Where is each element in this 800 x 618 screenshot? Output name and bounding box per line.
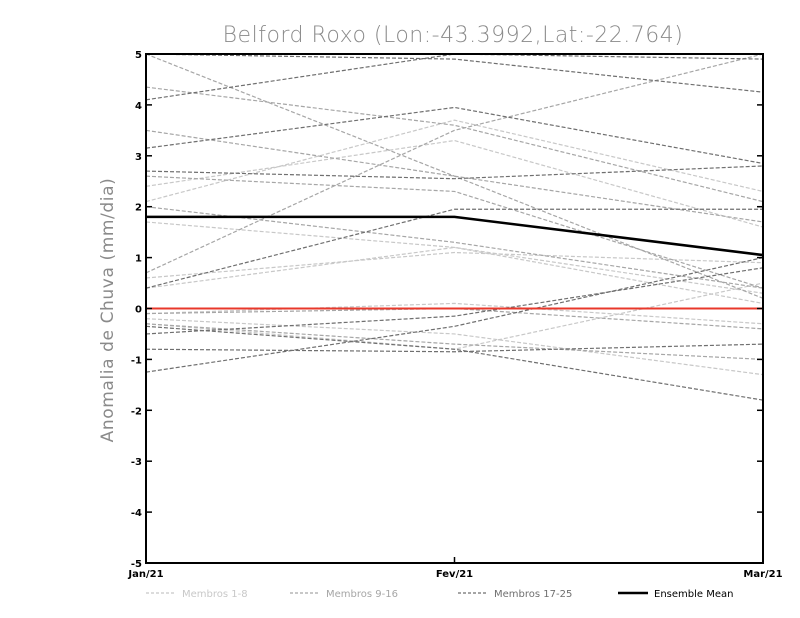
y-tick-label: 5 bbox=[135, 50, 142, 61]
member-line-22 bbox=[146, 343, 763, 353]
legend-label-3: Membros 17-25 bbox=[494, 589, 572, 600]
member-line-2 bbox=[146, 221, 763, 294]
y-tick-label: -4 bbox=[131, 508, 142, 519]
member-line-13 bbox=[146, 323, 763, 360]
member-line-16 bbox=[146, 175, 763, 289]
member-line-24 bbox=[146, 325, 763, 401]
member-line-10 bbox=[146, 86, 763, 203]
member-line-6 bbox=[146, 246, 763, 305]
member-line-5 bbox=[146, 318, 763, 376]
member-line-12 bbox=[146, 206, 763, 289]
y-tick-label: -2 bbox=[131, 406, 142, 417]
x-tick-label: Mar/21 bbox=[743, 569, 782, 580]
legend: Membros 1-8 Membros 9-16 Membros 17-25 Ense… bbox=[146, 589, 733, 600]
member-line-4 bbox=[146, 302, 763, 325]
series-layer bbox=[146, 54, 763, 401]
member-line-11 bbox=[146, 129, 763, 223]
y-tick-label: 0 bbox=[135, 305, 142, 316]
member-line-18 bbox=[146, 106, 763, 165]
legend-label-2: Membros 9-16 bbox=[326, 589, 398, 600]
y-tick-label: -5 bbox=[131, 559, 142, 570]
member-line-21 bbox=[146, 257, 763, 373]
y-tick-label: 1 bbox=[135, 254, 142, 265]
y-tick-label: -1 bbox=[131, 355, 142, 366]
y-tick-label: 2 bbox=[135, 203, 142, 214]
member-line-20 bbox=[146, 208, 763, 289]
member-line-8 bbox=[146, 139, 763, 228]
y-axis-label: Anomalia de Chuva (mm/dia) bbox=[98, 178, 118, 443]
chart-title: Belford Roxo (Lon:-43.3992,Lat:-22.764) bbox=[223, 23, 684, 48]
member-line-3 bbox=[146, 251, 763, 279]
member-line-9 bbox=[146, 54, 763, 274]
y-tick-label: 3 bbox=[135, 152, 142, 163]
legend-label-4: Ensemble Mean bbox=[654, 589, 733, 600]
y-tick-label: 4 bbox=[135, 101, 142, 112]
member-line-1 bbox=[146, 119, 763, 203]
y-tick-label: -3 bbox=[131, 457, 142, 468]
member-line-23 bbox=[146, 267, 763, 335]
y-axis: -5 -4 -3 -2 -1 0 1 2 3 4 5 bbox=[131, 50, 763, 570]
member-line-14 bbox=[146, 54, 763, 299]
member-line-25 bbox=[146, 54, 763, 93]
ensemble-mean-line bbox=[146, 215, 763, 257]
plot-area bbox=[145, 53, 764, 564]
legend-label-1: Membros 1-8 bbox=[182, 589, 248, 600]
x-tick-label: Jan/21 bbox=[127, 569, 163, 580]
x-tick-label: Fev/21 bbox=[436, 569, 473, 580]
member-line-19 bbox=[146, 165, 763, 180]
x-axis: Jan/21 Fev/21 Mar/21 bbox=[127, 557, 783, 580]
member-line-17 bbox=[146, 54, 763, 101]
